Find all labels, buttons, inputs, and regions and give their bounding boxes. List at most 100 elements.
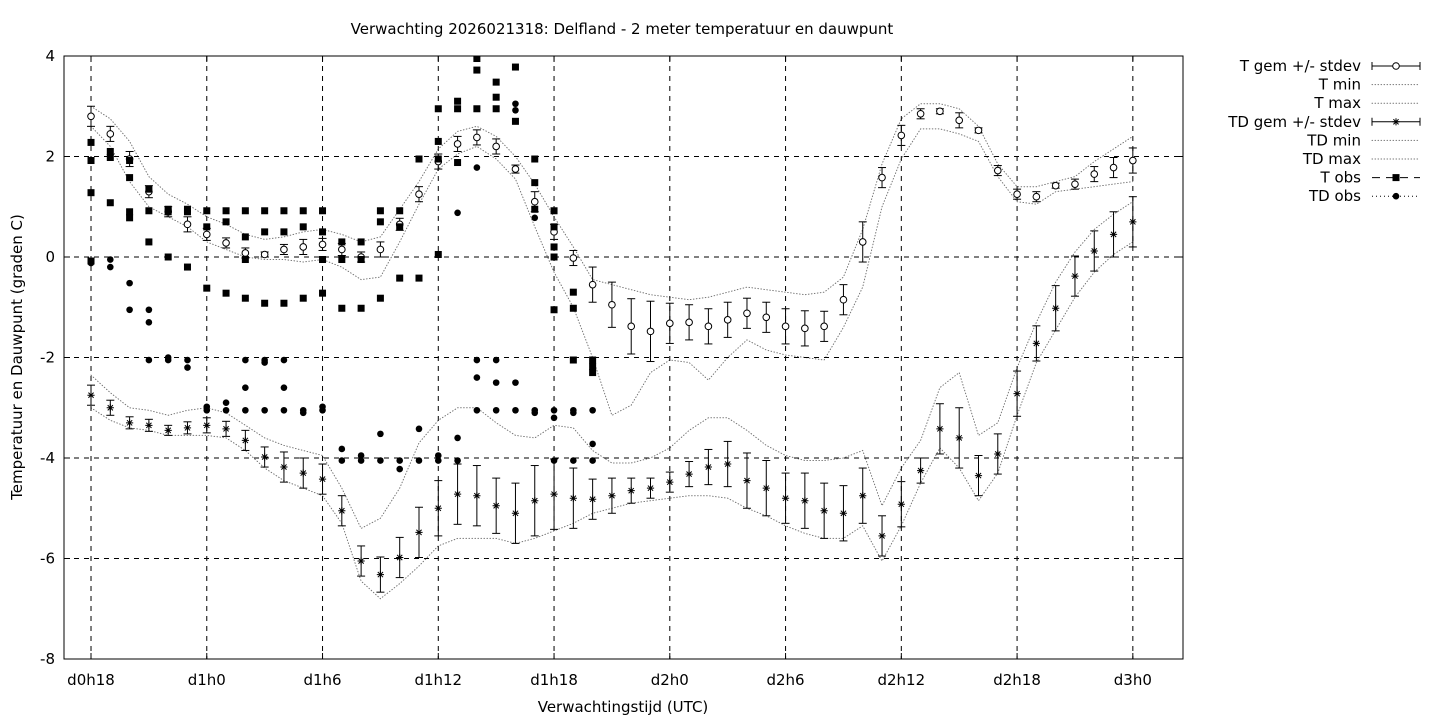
- t-obs-point: [569, 356, 577, 364]
- t-mean-point: [338, 245, 346, 254]
- t-mean-point: [280, 245, 288, 254]
- td-mean-point: [1013, 390, 1021, 398]
- t-obs-point: [203, 223, 211, 231]
- t-mean-point: [993, 166, 1002, 175]
- t-obs-point: [473, 56, 481, 63]
- td-obs-point: [126, 279, 133, 287]
- td-obs-point: [531, 214, 539, 222]
- t-obs-point: [396, 274, 404, 282]
- t-obs-point: [589, 369, 597, 377]
- t-mean-point: [106, 130, 115, 138]
- t-obs-point: [319, 207, 327, 215]
- t-mean-point: [87, 112, 95, 121]
- t-mean-point: [1013, 190, 1021, 198]
- td-mean-point: [453, 490, 462, 498]
- td-obs-point: [145, 319, 153, 326]
- td-mean-point: [183, 424, 192, 432]
- t-mean-point: [202, 230, 211, 239]
- t-mean-point: [1071, 180, 1079, 188]
- td-mean-point: [839, 509, 848, 517]
- td-obs-point: [184, 356, 191, 364]
- td-obs-point: [396, 457, 404, 464]
- td-mean-point: [1129, 218, 1137, 226]
- td-mean-point: [1032, 339, 1040, 348]
- td-obs-point: [454, 434, 461, 442]
- t-obs-point: [106, 147, 114, 155]
- td-mean-point: [106, 404, 114, 412]
- td-mean-point: [646, 484, 655, 492]
- t-obs-point: [434, 105, 442, 113]
- t-mean-point: [704, 322, 713, 331]
- plot-area: [87, 56, 1137, 600]
- t-obs-point: [396, 223, 404, 231]
- t-obs-point: [492, 105, 500, 113]
- td-obs-point: [338, 445, 346, 453]
- td-obs-point: [164, 356, 172, 364]
- t-obs-point: [299, 207, 307, 215]
- t-obs-point: [357, 256, 365, 264]
- t-mean-point: [318, 240, 327, 249]
- td-obs-point: [280, 356, 288, 364]
- t-mean-point: [453, 140, 462, 148]
- td-obs-point: [184, 364, 191, 371]
- td-obs-point: [512, 406, 519, 414]
- t-mean-point: [183, 220, 192, 229]
- t-obs-point: [87, 189, 95, 197]
- td-obs-point: [107, 263, 114, 271]
- td-mean-point: [415, 528, 423, 536]
- x-tick-label: d2h6: [766, 671, 804, 689]
- t-obs-point: [357, 304, 365, 312]
- legend-label: T obs: [1320, 169, 1362, 187]
- x-axis-label: Verwachtingstijd (UTC): [538, 698, 709, 716]
- t-mean-point: [241, 249, 250, 257]
- t-mean-point: [376, 245, 385, 254]
- td-mean-point: [376, 570, 385, 579]
- plot-frame: [63, 55, 1184, 660]
- td-mean-point: [1109, 230, 1118, 238]
- td-mean-point: [164, 426, 172, 434]
- td-obs-point: [242, 356, 249, 364]
- t-obs-point: [126, 214, 134, 222]
- t-obs-point: [241, 207, 249, 215]
- t-mean-point: [1129, 156, 1137, 165]
- td-obs-point: [473, 164, 481, 171]
- t-obs-point: [473, 66, 481, 74]
- t-mean-point: [646, 327, 655, 336]
- x-tick-label: d1h12: [414, 671, 462, 689]
- td-obs-point: [473, 406, 481, 414]
- legend-label: T gem +/- stdev: [1239, 57, 1361, 75]
- td-obs-point: [434, 452, 442, 459]
- t-obs-point: [164, 208, 172, 216]
- t-obs-point: [319, 256, 327, 264]
- td-mean-point: [1052, 304, 1060, 312]
- td-mean-point: [280, 463, 288, 471]
- t-obs-point: [203, 207, 211, 215]
- td-obs-point: [512, 379, 519, 386]
- t-obs-point: [550, 243, 558, 251]
- x-tick-label: d0h18: [67, 671, 115, 689]
- t-obs-point: [376, 294, 384, 302]
- t-mean-point: [1109, 163, 1118, 172]
- td-obs-point: [357, 452, 365, 459]
- x-tick-label: d3h0: [1114, 671, 1152, 689]
- t-mean-point: [955, 116, 964, 125]
- t-obs-point: [454, 105, 462, 113]
- t-obs-point: [338, 304, 346, 312]
- t-mean-point: [1051, 181, 1060, 190]
- t-mean-point: [1032, 192, 1041, 201]
- td-obs-point: [377, 430, 384, 438]
- t-mean-point: [936, 107, 944, 116]
- td-obs-point: [454, 209, 461, 217]
- t-obs-point: [145, 238, 153, 246]
- y-tick-label: 0: [45, 248, 55, 266]
- t-obs-point: [203, 284, 211, 292]
- x-tick-label: d2h12: [877, 671, 925, 689]
- td-mean-point: [627, 487, 635, 495]
- td-mean-point: [608, 492, 616, 500]
- t-obs-point: [280, 228, 288, 236]
- t-mean-point: [781, 322, 790, 331]
- t-obs-point: [145, 207, 153, 215]
- t-mean-point: [608, 300, 616, 309]
- td-mean-point: [878, 532, 886, 540]
- legend-marker: [1392, 62, 1400, 70]
